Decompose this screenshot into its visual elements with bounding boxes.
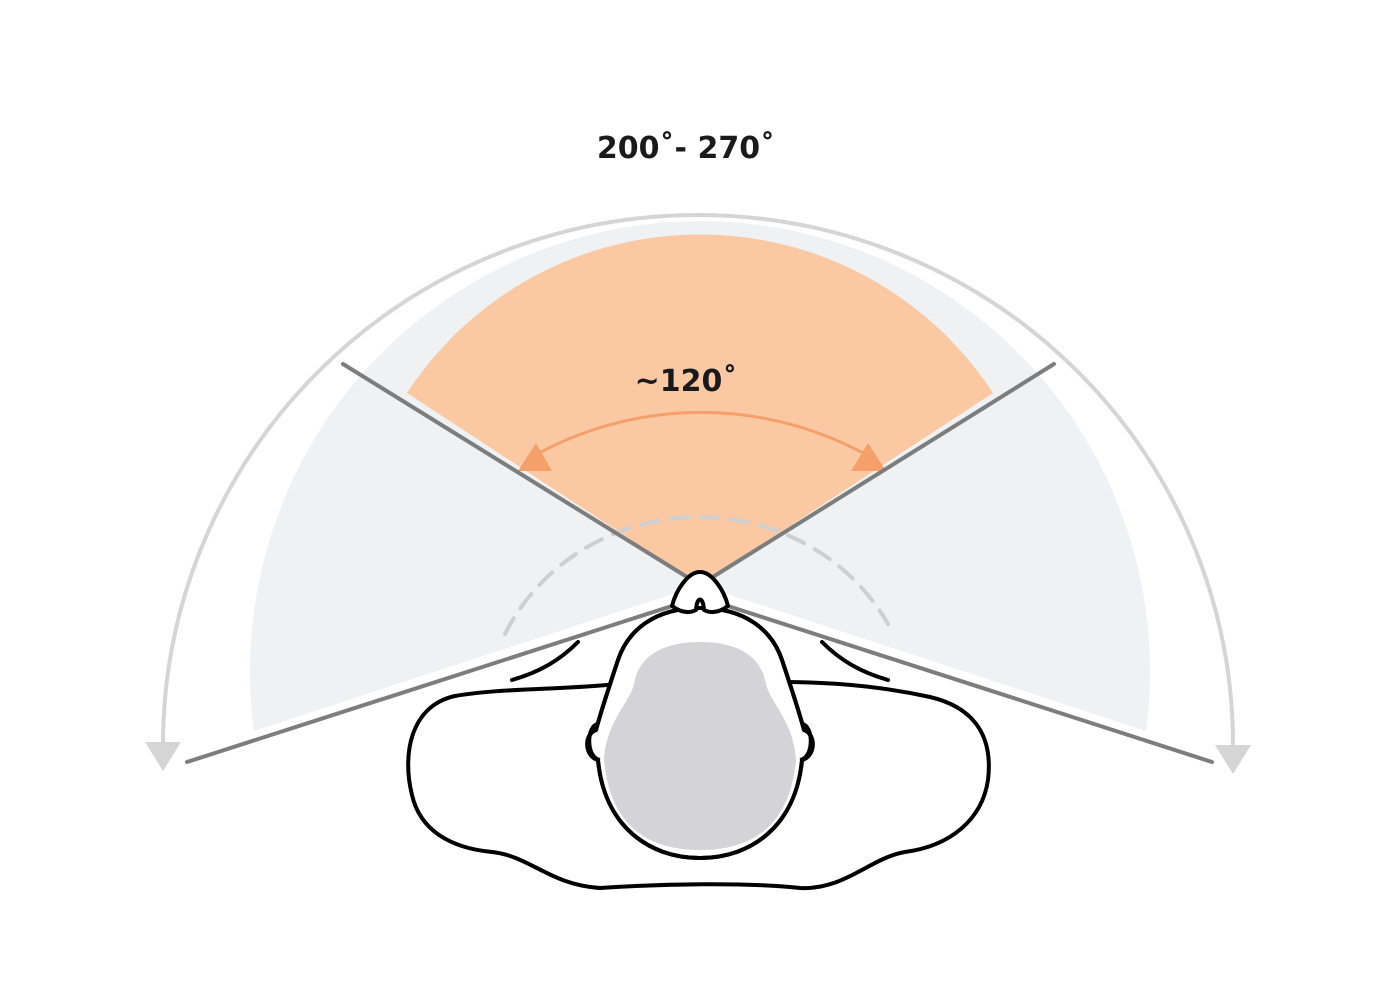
hair: [604, 642, 796, 850]
left-ear-icon: [587, 722, 601, 762]
focus-field-label: ~120˚: [635, 363, 738, 399]
focus-field-arrowhead-left: [518, 443, 552, 471]
dashed-arc: [503, 515, 890, 636]
focus-field-arrowhead-right: [851, 443, 886, 471]
left-shoulder-line: [510, 640, 580, 682]
vision-boundary-lines: [185, 362, 1214, 764]
total-field-arrowhead-right: [1215, 745, 1251, 774]
right-shoulder-line: [820, 640, 890, 682]
nose-icon: [670, 570, 730, 615]
person-top-view-icon: [406, 570, 991, 891]
right-ear-icon: [799, 722, 813, 762]
focus-field-arc: [529, 410, 873, 460]
total-field-arrowhead-left: [145, 742, 181, 771]
central-vision-area: [407, 234, 993, 586]
total-field-arc: [161, 213, 1235, 747]
total-field-label: 200˚- 270˚: [597, 130, 775, 166]
